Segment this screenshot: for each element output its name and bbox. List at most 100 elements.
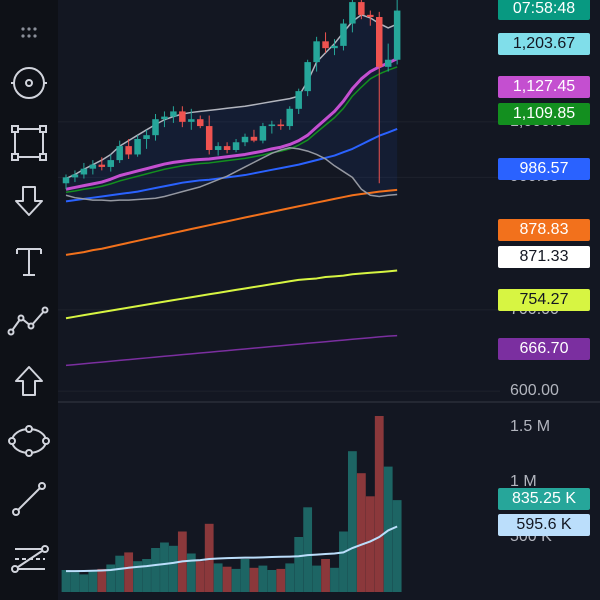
volume-bar xyxy=(267,570,277,592)
volume-bar xyxy=(151,548,160,592)
volume-bar xyxy=(88,571,98,592)
volume-bar xyxy=(169,545,178,592)
candle-body xyxy=(152,119,159,136)
volume-bar xyxy=(356,473,366,592)
volume-bar xyxy=(249,567,259,592)
candle-body xyxy=(358,2,365,15)
candle-body xyxy=(98,164,106,167)
tool-fib-retracement-button[interactable] xyxy=(0,534,58,584)
volume-bar xyxy=(186,553,196,592)
volume-bar xyxy=(348,451,357,592)
volume-bar xyxy=(142,559,151,592)
crosshair-icon xyxy=(9,63,49,103)
price-tag: 1,127.45 xyxy=(498,76,590,98)
indicator-line xyxy=(65,269,398,320)
drawing-toolbar xyxy=(0,0,58,600)
tool-crosshair-button[interactable] xyxy=(0,58,58,108)
price-tag: 986.57 xyxy=(498,158,590,180)
tool-drag-handle-button[interactable] xyxy=(0,13,58,53)
candle-body xyxy=(170,111,177,117)
volume-bar xyxy=(124,552,134,592)
volume-bar xyxy=(231,568,241,592)
volume-bar xyxy=(222,566,232,592)
volume-bar xyxy=(294,537,304,592)
candle-body xyxy=(188,119,195,122)
axis-label: 600.00 xyxy=(510,382,559,400)
chart-svg[interactable] xyxy=(58,0,600,600)
volume-bar xyxy=(70,572,80,592)
price-tag: 1,203.67 xyxy=(498,33,590,55)
candle-body xyxy=(107,160,114,167)
candle-body xyxy=(331,45,338,49)
fib-retracement-icon xyxy=(7,541,51,577)
candle-body xyxy=(268,124,276,127)
tool-trend-path-button[interactable] xyxy=(0,296,58,346)
candle-body xyxy=(214,146,222,150)
price-tag: 754.27 xyxy=(498,289,590,311)
axis-label: 1 M xyxy=(510,473,537,490)
volume-tag: 595.6 K xyxy=(498,514,590,536)
tool-arrow-down-button[interactable] xyxy=(0,176,58,226)
tool-arrow-up-button[interactable] xyxy=(0,356,58,406)
price-tag: 666.70 xyxy=(498,338,590,360)
candle-body xyxy=(205,126,213,150)
rectangle-icon xyxy=(9,123,49,163)
tool-ellipse-button[interactable] xyxy=(0,416,58,466)
candle-body xyxy=(71,174,79,178)
candles xyxy=(62,0,401,190)
tool-trend-line-button[interactable] xyxy=(0,474,58,524)
volume-bar xyxy=(285,563,295,592)
price-tag: 878.83 xyxy=(498,219,590,241)
candle-body xyxy=(125,146,132,155)
volume-bar xyxy=(115,555,125,592)
candle-body xyxy=(393,10,401,60)
volume-bar xyxy=(97,568,107,592)
trend-path-icon xyxy=(7,304,51,338)
volume-bar xyxy=(133,561,142,592)
volume-bar xyxy=(276,568,286,592)
arrow-up-icon xyxy=(11,363,47,399)
volume-bar xyxy=(383,466,393,592)
candle-body xyxy=(313,41,320,63)
candle-body xyxy=(384,59,392,67)
candle-body xyxy=(161,116,168,120)
candle-body xyxy=(376,17,383,67)
volume-bar xyxy=(374,416,384,592)
volume-bar xyxy=(79,574,89,592)
indicator-line xyxy=(65,334,398,367)
candle-body xyxy=(322,41,329,49)
candle-body xyxy=(89,164,97,169)
candle-body xyxy=(259,126,267,141)
candle-body xyxy=(134,138,141,155)
volume-bar xyxy=(61,570,71,592)
candle-body xyxy=(340,23,347,46)
price-tag: 871.33 xyxy=(498,246,590,268)
candle-body xyxy=(179,111,186,122)
chart-area[interactable] xyxy=(58,0,600,600)
candle-body xyxy=(367,14,374,18)
tool-rectangle-button[interactable] xyxy=(0,118,58,168)
volume-bar xyxy=(365,496,375,592)
grid xyxy=(58,121,600,403)
volume-bar xyxy=(303,507,313,592)
volume-bar xyxy=(240,559,250,592)
candle-body xyxy=(62,177,70,184)
countdown-tag: 07:58:48 xyxy=(498,0,590,20)
ellipse-icon xyxy=(7,423,51,459)
volume-bar xyxy=(312,565,321,592)
axis-label: 1.5 M xyxy=(510,418,551,435)
indicator-line xyxy=(65,147,398,202)
candle-body xyxy=(250,136,258,141)
candle-body xyxy=(223,146,231,150)
tool-text-button[interactable] xyxy=(0,236,58,286)
volume-bar xyxy=(321,559,330,592)
candle-body xyxy=(295,91,302,109)
indicator-line xyxy=(65,57,398,191)
volume-bar xyxy=(160,542,169,592)
candle-body xyxy=(241,136,249,143)
candle-body xyxy=(304,62,311,92)
volume-bar xyxy=(204,523,214,592)
volume-bar xyxy=(392,500,402,592)
price-tag: 1,109.85 xyxy=(498,103,590,125)
trend-line-icon xyxy=(9,479,49,519)
